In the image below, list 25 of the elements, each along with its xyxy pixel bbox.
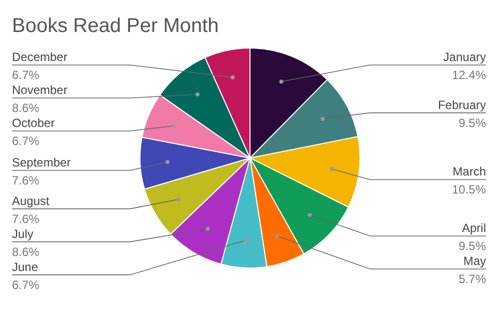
data-label: 7.6% <box>12 212 40 226</box>
data-label: 5.7% <box>458 272 486 286</box>
data-label: 6.7% <box>12 134 40 148</box>
data-label: 6.7% <box>12 278 40 292</box>
data-label: 8.6% <box>12 244 40 259</box>
data-label: 9.5% <box>458 116 486 130</box>
data-label: 8.6% <box>12 101 40 115</box>
data-label: 12.4% <box>452 68 486 82</box>
slice-label: October <box>12 116 55 130</box>
slice-label: February <box>438 98 486 112</box>
data-label: 10.5% <box>452 182 486 197</box>
data-label: 9.5% <box>458 238 486 253</box>
slice-label: January <box>443 50 486 64</box>
slice-label: March <box>452 164 486 179</box>
slice-label: September <box>12 155 71 170</box>
data-label: 7.6% <box>12 173 40 188</box>
data-label: 6.7% <box>12 68 40 82</box>
slice-label: May <box>463 254 486 268</box>
slice-label: August <box>12 194 50 208</box>
chart-title: Books Read Per Month <box>12 15 219 37</box>
slice-label: June <box>12 260 38 274</box>
slice-label: November <box>12 83 68 97</box>
slice-label: December <box>12 50 68 64</box>
slice-label: April <box>462 220 486 235</box>
slice-label: July <box>12 226 34 241</box>
